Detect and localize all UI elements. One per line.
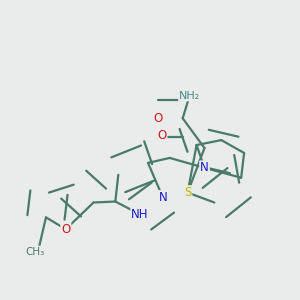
- Text: N: N: [200, 161, 209, 174]
- Text: CH₃: CH₃: [25, 247, 44, 256]
- Text: N: N: [158, 191, 167, 204]
- Text: NH: NH: [131, 208, 149, 221]
- Text: S: S: [184, 186, 191, 199]
- Text: O: O: [153, 112, 163, 125]
- Text: NH₂: NH₂: [179, 91, 200, 100]
- Text: O: O: [157, 129, 167, 142]
- Text: O: O: [61, 223, 70, 236]
